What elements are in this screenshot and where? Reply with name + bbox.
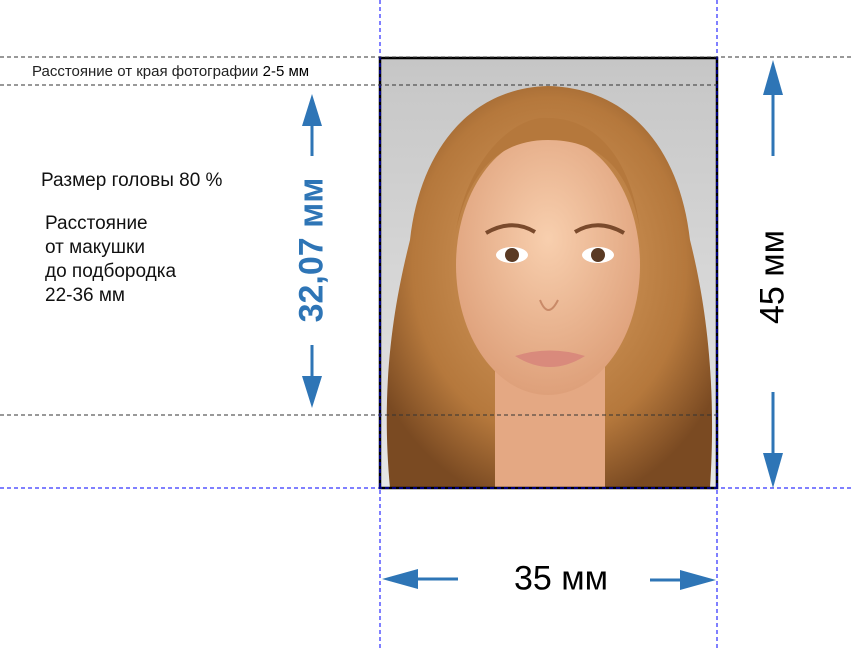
photo — [378, 56, 719, 490]
crown-chin-line: 22-36 мм — [45, 285, 125, 306]
face — [456, 135, 640, 395]
photo-width-label: 35 мм — [513, 559, 609, 598]
edge-distance-text: Расстояние от края фотографии — [32, 63, 259, 80]
crown-chin-line: от макушки — [45, 237, 145, 258]
arrows — [302, 60, 783, 590]
crown-chin-label: Расстояние от макушки до подбородка 22-3… — [45, 212, 176, 308]
crown-chin-line: до подбородка — [45, 261, 177, 282]
head-size-label: Размер головы 80 % — [41, 170, 223, 191]
lips — [515, 350, 585, 367]
crown-chin-line: Расстояние — [45, 213, 148, 234]
edge-distance-value: 2-5 мм — [262, 63, 310, 80]
edge-distance-label: Расстояние от края фотографии 2-5 мм — [32, 63, 309, 80]
photo-height-label: 45 мм — [753, 229, 792, 325]
head-height-label: 32,07 мм — [292, 177, 331, 323]
